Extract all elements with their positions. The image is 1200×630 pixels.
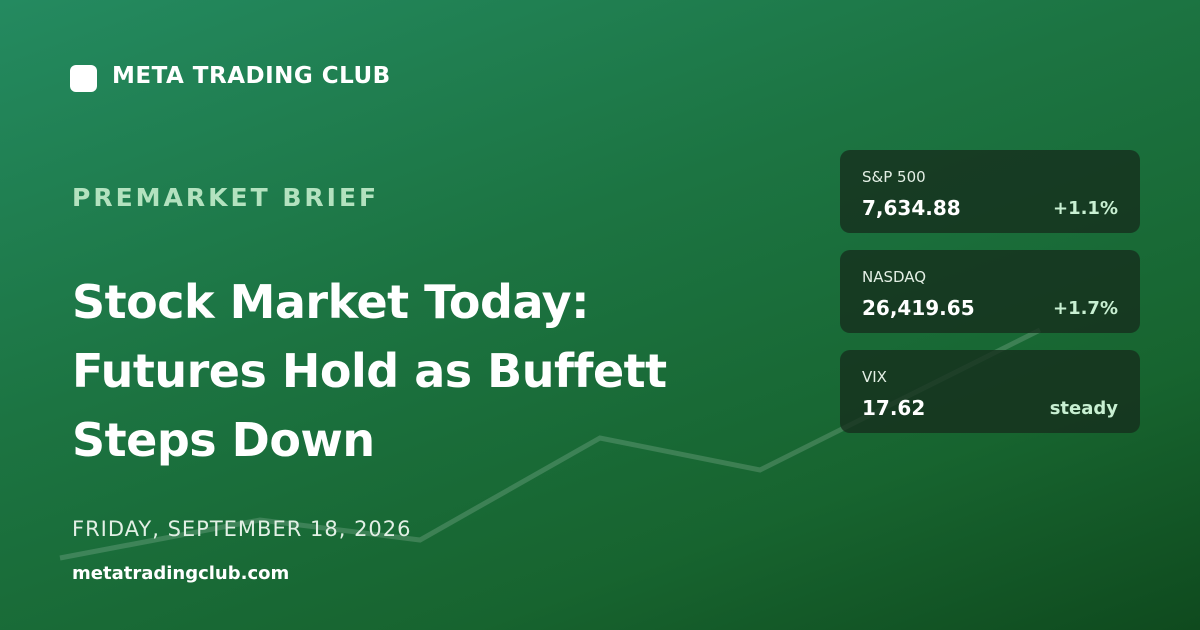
ticker-value: 17.62 xyxy=(862,396,926,420)
ticker-value: 7,634.88 xyxy=(862,196,961,220)
ticker-change: steady xyxy=(1049,398,1118,419)
date: FRIDAY, SEPTEMBER 18, 2026 xyxy=(72,517,412,541)
ticker-name: S&P 500 xyxy=(862,168,926,186)
kicker: PREMARKET BRIEF xyxy=(72,183,380,212)
logo xyxy=(70,65,97,92)
headline-line: Stock Market Today: xyxy=(72,275,589,329)
ticker-value: 26,419.65 xyxy=(862,296,975,320)
trend-line xyxy=(59,327,1042,561)
ticker-change: +1.1% xyxy=(1052,198,1118,219)
headline: Stock Market Today: Futures Hold as Buff… xyxy=(72,268,667,475)
ticker-name: VIX xyxy=(862,368,887,386)
ticker-name: NASDAQ xyxy=(862,268,927,286)
headline-line: Steps Down xyxy=(72,413,375,467)
brand: META TRADING CLUB xyxy=(112,63,391,89)
url: metatradingclub.com xyxy=(72,563,290,584)
headline-line: Futures Hold as Buffett xyxy=(72,344,667,398)
ticker-change: +1.7% xyxy=(1052,298,1118,319)
ticker-card: S&P 500 7,634.88 +1.1% xyxy=(840,150,1140,233)
ticker-card: NASDAQ 26,419.65 +1.7% xyxy=(840,250,1140,333)
ticker-card: VIX 17.62 steady xyxy=(840,350,1140,433)
